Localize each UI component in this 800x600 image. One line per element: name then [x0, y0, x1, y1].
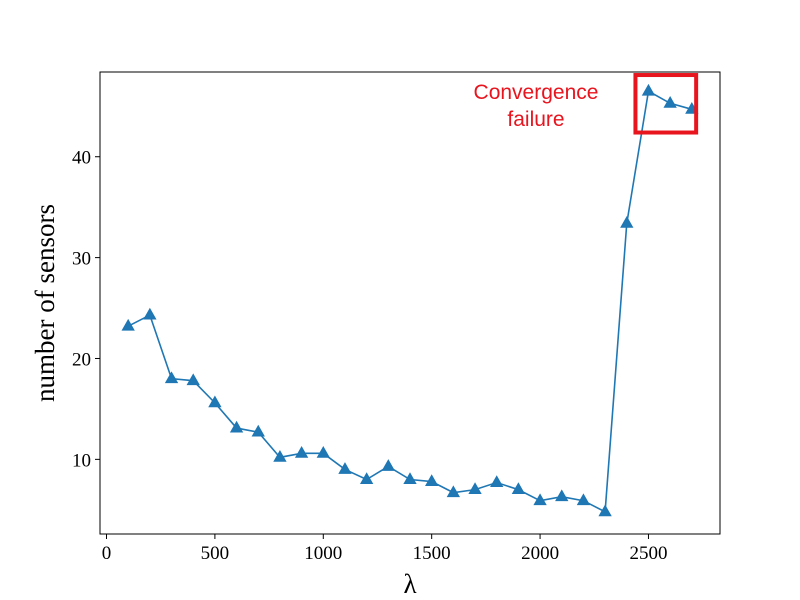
data-point-marker	[164, 371, 179, 384]
data-point-marker	[294, 445, 309, 458]
data-point-marker	[143, 307, 157, 320]
data-point-marker	[121, 318, 135, 331]
data-point-marker	[338, 462, 352, 474]
annotation-box	[633, 73, 699, 135]
annotation-group: Convergence failure	[474, 73, 699, 135]
y-tick-label: 30	[72, 249, 91, 270]
data-point-marker	[620, 215, 634, 228]
x-tick-label: 500	[201, 543, 230, 564]
data-point-marker	[576, 493, 591, 506]
axes-frame	[99, 71, 721, 535]
data-point-marker	[251, 424, 265, 437]
data-point-marker	[208, 395, 222, 408]
y-tick-label: 40	[72, 148, 91, 169]
data-point-marker	[425, 474, 439, 486]
x-tick-label: 2500	[629, 543, 667, 564]
data-point-marker	[511, 482, 526, 495]
x-axis: 0 500 1000 1500 2000 2500	[102, 534, 667, 564]
data-point-marker	[490, 475, 504, 487]
data-point-marker	[663, 95, 677, 108]
data-point-marker	[533, 493, 547, 506]
x-tick-label: 1000	[304, 543, 342, 564]
x-tick-label: 2000	[521, 543, 559, 564]
data-point-marker	[316, 445, 330, 458]
y-axis-label: number of sensors	[30, 204, 60, 402]
x-tick-label: 1500	[413, 543, 451, 564]
series-line	[127, 89, 693, 514]
data-point-marker	[381, 459, 395, 471]
data-point-marker	[598, 504, 612, 517]
y-axis: 10 20 30 40	[72, 148, 100, 471]
data-point-marker	[403, 472, 417, 484]
data-point-marker	[641, 83, 656, 96]
series-group	[121, 83, 699, 517]
x-tick-label: 0	[102, 543, 112, 564]
data-point-marker	[468, 482, 482, 495]
y-tick-label: 20	[72, 349, 91, 370]
annotation-text-failure: failure	[507, 108, 564, 131]
data-point-marker	[273, 450, 287, 462]
y-tick-label: 10	[72, 450, 91, 471]
data-point-marker	[446, 485, 461, 498]
x-axis-label: λ	[403, 569, 416, 599]
annotation-text-convergence: Convergence	[474, 81, 599, 104]
data-point-marker	[359, 472, 374, 484]
data-point-marker	[555, 489, 569, 502]
data-point-marker	[186, 373, 200, 386]
data-point-marker	[229, 420, 244, 433]
